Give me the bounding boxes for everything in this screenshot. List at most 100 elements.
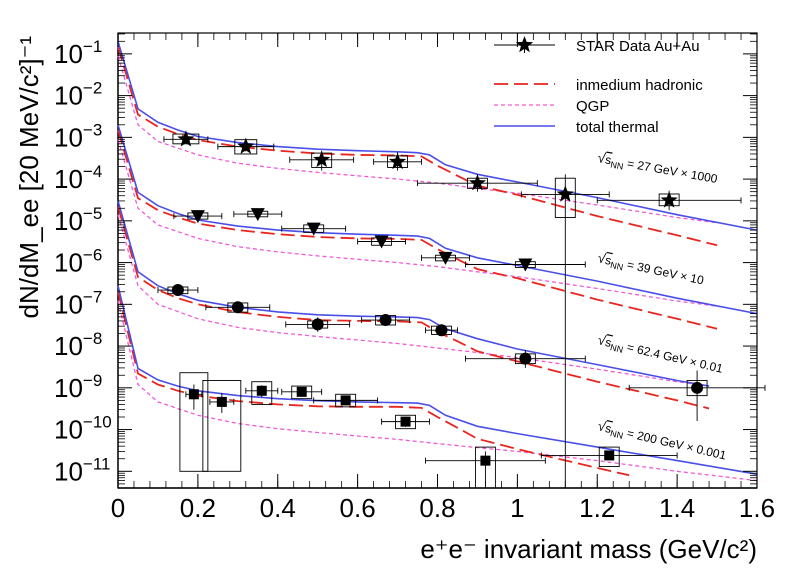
y-tick-exponent: −3	[83, 120, 102, 139]
data-marker-triangle-down	[438, 251, 453, 265]
x-tick-label: 0.8	[419, 493, 455, 523]
data-point-series-3	[179, 372, 209, 472]
y-tick-exponent: −10	[83, 413, 112, 432]
data-point-series-3	[313, 393, 379, 408]
data-marker-triangle-down	[518, 258, 533, 272]
data-marker-circle	[379, 314, 392, 327]
data-point-series-0	[596, 190, 742, 211]
data-marker-triangle-down	[250, 208, 265, 222]
data-marker-star	[515, 36, 534, 53]
y-tick-base: 10	[54, 122, 83, 152]
x-tick-label: 1.2	[579, 493, 615, 523]
energy-label-series-2: √sNN = 62.4 GeV × 0.01	[596, 331, 725, 377]
legend-label-qgp: QGP	[576, 98, 609, 115]
data-marker-triangle-down	[190, 210, 205, 224]
y-tick-base: 10	[54, 456, 83, 486]
data-marker-star	[237, 137, 255, 154]
legend: STAR Data Au+Au inmedium hadronic QGP total…	[494, 36, 703, 136]
data-point-series-2	[361, 314, 410, 327]
legend-label-total: total thermal	[576, 119, 659, 136]
energy-value: = 62.4 GeV × 0.01	[622, 339, 724, 376]
y-tick-exponent: −9	[83, 371, 102, 390]
data-point-series-3	[540, 446, 678, 467]
sqrt-s: s	[604, 335, 613, 350]
data-marker-square	[400, 416, 411, 427]
systematic-box	[291, 385, 313, 400]
nn-subscript: NN	[609, 260, 624, 272]
y-tick-label: 10−2	[54, 79, 102, 111]
y-tick-base: 10	[54, 164, 83, 194]
y-tick-exponent: −1	[83, 37, 102, 56]
data-marker-circle	[435, 324, 448, 337]
y-tick-label: 10−4	[54, 162, 102, 194]
data-point-series-2	[205, 301, 271, 314]
y-tick-label: 10−7	[54, 287, 102, 319]
y-tick-exponent: −6	[83, 246, 102, 265]
data-point-series-0	[289, 150, 355, 171]
x-tick-label: 0.4	[260, 493, 296, 523]
sqrt-s: s	[604, 421, 613, 436]
data-point-series-2	[285, 317, 351, 332]
curve-hadronic-series-2	[117, 206, 710, 410]
data-point-series-3	[381, 414, 430, 430]
curve-total-series-1	[117, 124, 758, 315]
data-marker-square	[216, 396, 227, 407]
y-axis-title: dN/dM_ee [20 MeV/c²]⁻¹	[14, 36, 44, 319]
data-point-series-0	[373, 152, 422, 171]
y-tick-base: 10	[54, 289, 83, 319]
curve-qgp-series-2	[117, 214, 710, 387]
data-point-series-0	[417, 174, 538, 192]
sqrt-sign: √	[596, 149, 607, 166]
data-point-series-2	[157, 284, 199, 297]
systematic-box	[598, 446, 620, 467]
energy-label-series-1: √sNN = 39 GeV × 10	[596, 249, 706, 289]
y-tick-base: 10	[54, 39, 83, 69]
y-tick-exponent: −8	[83, 329, 102, 348]
y-tick-base: 10	[54, 248, 83, 278]
y-tick-label: 10−11	[54, 454, 111, 486]
sqrt-s: s	[604, 253, 613, 268]
data-marker-star	[660, 191, 678, 208]
systematic-box	[251, 381, 273, 405]
data-marker-star	[468, 174, 486, 191]
data-point-series-1	[357, 235, 406, 249]
data-point-series-1	[173, 210, 223, 224]
systematic-box	[179, 372, 209, 472]
energy-value: = 200 GeV × 0.001	[622, 425, 728, 462]
energy-value: = 27 GeV × 1000	[623, 156, 719, 186]
data-marker-star	[177, 130, 195, 147]
data-marker-square	[340, 395, 351, 406]
curve-qgp-series-1	[117, 139, 718, 307]
data-marker-star	[313, 150, 331, 168]
x-tick-label: 0	[111, 493, 125, 523]
data-point-series-3	[245, 381, 279, 405]
data-marker-triangle-down	[306, 222, 321, 236]
x-tick-label: 1	[510, 493, 524, 523]
sqrt-sign: √	[596, 331, 607, 348]
axis-titles: e⁺e⁻ invariant mass (GeV/c²) dN/dM_ee [20…	[14, 36, 757, 564]
x-tick-label: 0.6	[340, 493, 376, 523]
data-marker-triangle-down	[374, 235, 389, 249]
curve-qgp-series-3	[117, 300, 758, 482]
data-point-series-3	[202, 380, 242, 472]
y-tick-exponent: −4	[83, 162, 102, 181]
sqrt-s: s	[604, 153, 612, 168]
y-tick-base: 10	[54, 415, 83, 445]
nn-subscript: NN	[610, 159, 625, 171]
y-tick-exponent: −7	[83, 287, 102, 306]
data-point-series-0	[520, 174, 610, 488]
y-tick-exponent: −2	[83, 79, 102, 98]
y-tick-exponent: −5	[83, 204, 102, 223]
y-tick-base: 10	[54, 331, 83, 361]
legend-label-hadronic: inmedium hadronic	[576, 77, 703, 94]
x-tick-label: 1.4	[659, 493, 695, 523]
energy-value: = 39 GeV × 10	[622, 257, 705, 288]
curve-qgp-series-0	[117, 55, 718, 224]
data-marker-star	[556, 185, 574, 202]
y-tick-label: 10−1	[54, 37, 102, 69]
data-point-series-2	[425, 324, 458, 337]
x-axis-title: e⁺e⁻ invariant mass (GeV/c²)	[420, 534, 757, 564]
energy-label-series-0: √sNN = 27 GeV × 1000	[596, 149, 719, 188]
energy-labels: √sNN = 27 GeV × 1000√sNN = 39 GeV × 10√s…	[596, 149, 728, 462]
